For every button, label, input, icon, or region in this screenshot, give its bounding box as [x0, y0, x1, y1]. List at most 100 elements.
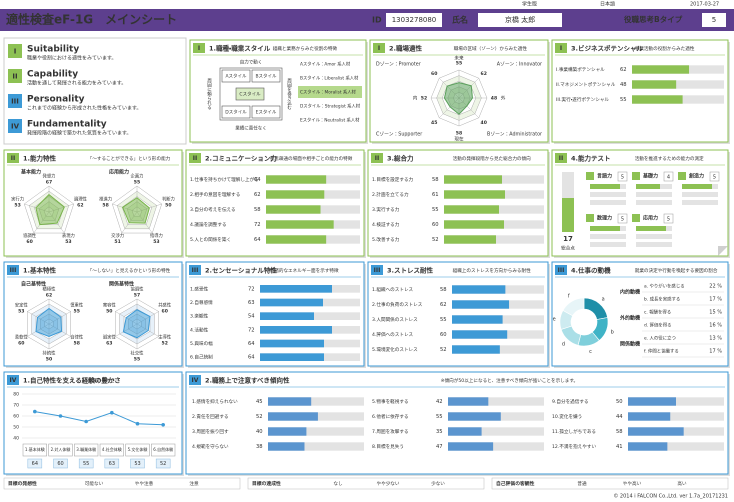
bar: [268, 427, 307, 436]
bar: [444, 220, 504, 229]
test-name: 数理力: [596, 215, 612, 222]
radar-value: 67: [46, 180, 52, 186]
bar: [632, 95, 683, 104]
y-tick-label: 70: [13, 403, 19, 409]
style-box: [235, 87, 265, 101]
style-box: [251, 105, 281, 119]
row-value: 38: [256, 444, 263, 450]
radar-axis: 誠実性: [103, 334, 117, 341]
row-value: 44: [616, 414, 623, 420]
motive-value: 13 %: [709, 336, 722, 342]
row-label: 12.不満を抱えやすい: [552, 443, 596, 450]
panel-badge: [189, 153, 201, 163]
bar: [452, 330, 508, 339]
motive-value: 22 %: [709, 284, 722, 290]
radar-axis: 積極性: [43, 286, 57, 293]
bar-track: [268, 442, 364, 451]
date: 2017-03-27: [690, 2, 719, 8]
value-box: [155, 458, 171, 469]
score-box: [617, 213, 628, 224]
test-name: 言語力: [597, 173, 612, 180]
row-value: 63: [248, 300, 255, 306]
row-value: 60: [440, 332, 447, 338]
language: 日本語: [600, 1, 615, 8]
row-label: 6.自己統制: [190, 354, 213, 361]
radar-axis: 自律性: [70, 334, 84, 341]
donut-key: e: [553, 317, 556, 323]
intro-desc: 活動を通して発揮される能力をみています。: [27, 80, 126, 87]
row-label: 6.他者に依存する: [372, 413, 409, 420]
bar: [632, 65, 690, 74]
bar: [448, 442, 494, 451]
radar-axis: 協調性: [131, 286, 145, 293]
row-value: 55: [436, 414, 443, 420]
radar-value: 62: [77, 202, 83, 208]
motive-group: 内的動機: [620, 289, 640, 296]
row-label: 2.責任を回避する: [192, 413, 229, 420]
row-label: 3.実行する力: [372, 206, 400, 213]
category-label: 6.自然体験: [153, 446, 173, 452]
radar-axis: 主導性: [158, 334, 172, 341]
panel-subtitle: 情緒的なエネルギー面を示す特徴: [270, 267, 339, 274]
footer-scale: やや少ない: [377, 480, 400, 487]
row-value: 62: [254, 192, 261, 198]
type-value: 5: [712, 16, 716, 24]
bar: [628, 412, 671, 421]
test-score: 4: [667, 174, 670, 180]
footer-box: [3, 477, 241, 490]
bar: [628, 442, 668, 451]
donut-key: b: [611, 330, 614, 336]
radar-area: [35, 307, 63, 338]
intro-panel: [3, 37, 187, 145]
style-box-label: Bスタイル: [255, 73, 277, 80]
panel-title: 4.仕事の動機: [571, 266, 611, 275]
y-tick-label: 80: [13, 392, 19, 398]
panel-subtitle: 「〜しない」と見えるかという形の特性: [88, 267, 171, 274]
test-badge: [632, 214, 640, 222]
zone-axis: 現在: [454, 136, 464, 143]
radar-axis: 実行力: [11, 195, 24, 202]
test-score: 5: [667, 216, 670, 222]
category-label: 4.社会体験: [102, 446, 122, 452]
bar-track: [448, 427, 544, 436]
footer-scale: やや注意: [135, 480, 154, 487]
score-slot: [590, 234, 626, 239]
zone: Dゾーン：Promoter: [376, 62, 421, 68]
panel-title: 1.能力特性: [23, 154, 56, 163]
copyright: © 2014 i FALCON Co.,Ltd. ver 1.7a_201712…: [613, 493, 728, 500]
radar-value: 60: [162, 309, 168, 315]
row-value: 47: [436, 444, 443, 450]
footer-label: 自己評価の客観性: [496, 480, 535, 487]
row-label: 4.活動性: [190, 326, 209, 333]
score-slot: [636, 242, 672, 247]
bar: [452, 315, 503, 324]
zone: Aゾーン：Innovator: [497, 62, 542, 68]
radar-axis: 論理性: [74, 195, 88, 202]
panel-num: I: [560, 45, 562, 52]
radar-axis: 判断力: [162, 195, 175, 202]
panel-title: 4.能力テスト: [571, 154, 611, 163]
panel-title: 3.総合力: [387, 154, 414, 163]
y-tick-label: 40: [13, 436, 19, 442]
radar-value: 40: [481, 120, 487, 126]
y-tick-label: 60: [13, 414, 19, 420]
intro-badge: [8, 94, 22, 108]
category-box: [151, 443, 176, 457]
intro-desc: これまでの経験から形成された性格をみています。: [27, 105, 142, 112]
radar-axis: 推進力: [99, 195, 112, 202]
y-tick-label: 50: [13, 425, 19, 431]
motive-label: f. 仲間と協働する: [644, 348, 679, 355]
id-box: [386, 13, 442, 27]
radar-value: 53: [65, 239, 71, 245]
experience-point: [84, 419, 88, 424]
footer-box: [491, 477, 729, 490]
experience-line: [34, 411, 164, 426]
donut-key: f: [568, 294, 570, 300]
radar-value: 63: [106, 341, 112, 347]
panel-num: IV: [192, 377, 199, 384]
row-label: 4.議論を調整する: [190, 221, 227, 228]
row-value: 52: [256, 414, 263, 420]
bar: [448, 397, 489, 406]
id-label: ID: [372, 16, 382, 25]
